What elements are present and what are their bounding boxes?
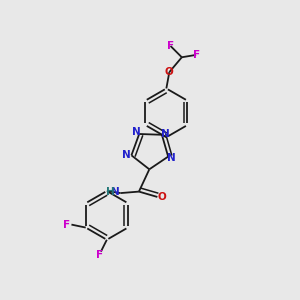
Text: N: N bbox=[122, 150, 130, 160]
Text: F: F bbox=[63, 220, 70, 230]
Text: N: N bbox=[161, 129, 170, 139]
Text: N: N bbox=[132, 127, 141, 136]
Text: F: F bbox=[193, 50, 200, 60]
Text: O: O bbox=[158, 192, 167, 202]
Text: F: F bbox=[167, 41, 174, 51]
Text: F: F bbox=[96, 250, 103, 260]
Text: N: N bbox=[111, 187, 120, 197]
Text: H: H bbox=[106, 187, 115, 197]
Text: O: O bbox=[165, 67, 174, 77]
Text: N: N bbox=[167, 153, 176, 163]
